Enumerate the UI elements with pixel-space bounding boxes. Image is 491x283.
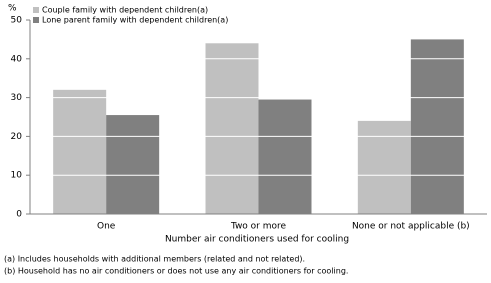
y-tick-label: 0 [16,210,22,220]
y-tick-label: 30 [11,93,23,103]
bar [357,120,411,214]
bar [53,89,107,214]
legend-swatch [33,17,39,23]
bar [205,43,259,214]
legend-swatch [33,7,39,13]
x-tick-label: Two or more [230,222,287,232]
y-tick-label: 10 [11,171,23,181]
legend-label: Couple family with dependent children(a) [42,6,208,15]
x-axis-label: Number air conditioners used for cooling [165,235,349,245]
x-tick-label: One [97,222,116,232]
x-tick-label: None or not applicable (b) [352,222,470,232]
bar [106,115,160,214]
note: (b) Household has no air conditioners or… [4,267,348,276]
legend-label: Lone parent family with dependent childr… [42,16,228,25]
y-tick-label: 40 [11,54,23,64]
y-unit: % [8,4,17,14]
y-tick-label: 20 [11,132,23,142]
bar [258,99,312,214]
note: (a) Includes households with additional … [4,255,305,264]
y-tick-label: 50 [11,16,23,26]
bar [410,39,464,215]
